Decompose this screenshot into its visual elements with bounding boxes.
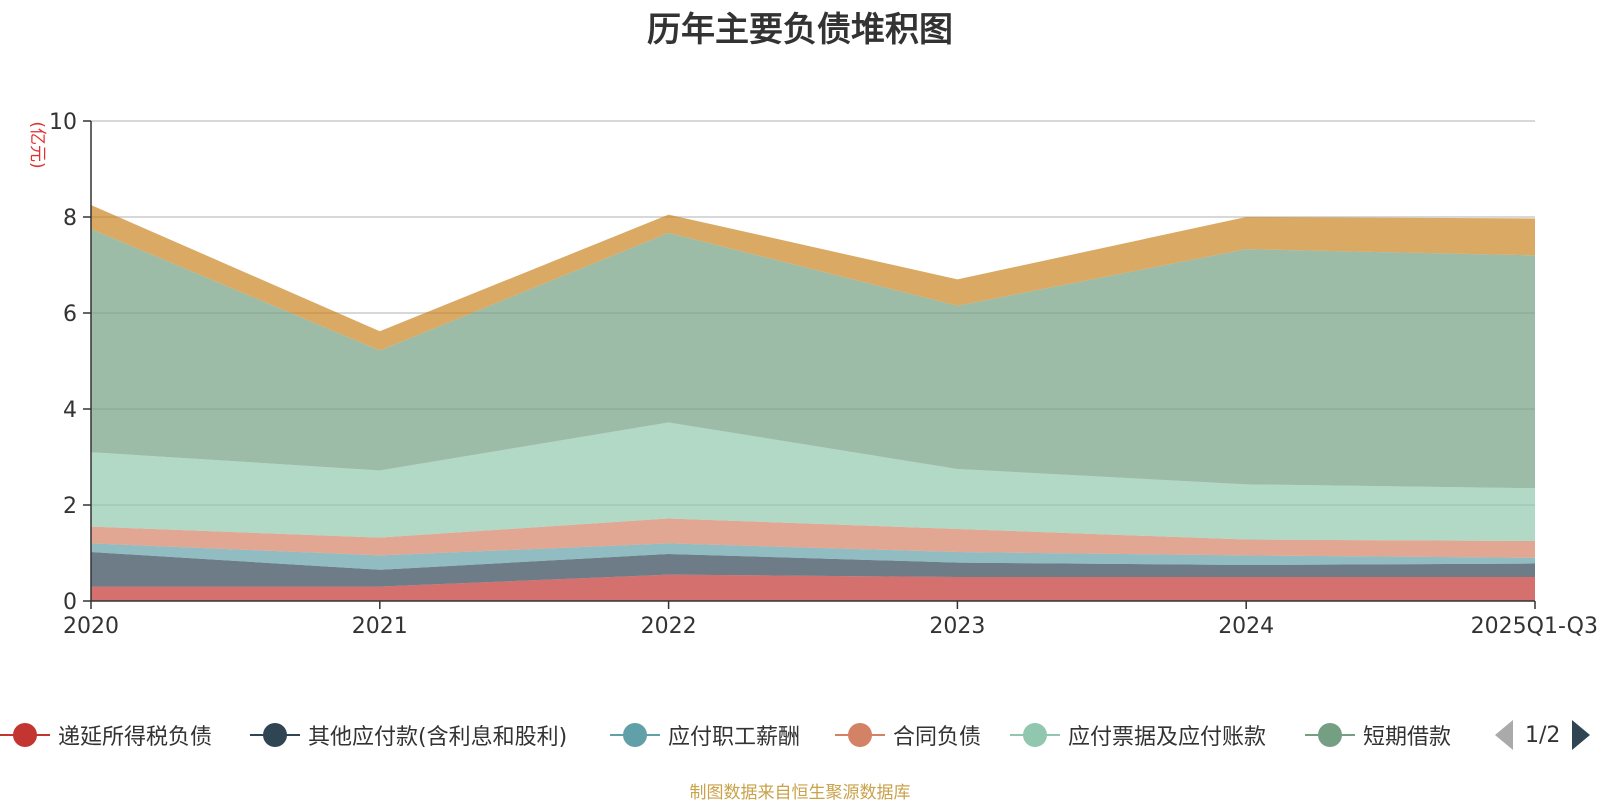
legend: 递延所得税负债 其他应付款(含利息和股利) 应付职工薪酬 合同负债 应付票据及应…	[0, 705, 1600, 765]
y-tick-label: 4	[63, 398, 77, 423]
legend-next-page-icon[interactable]	[1572, 720, 1591, 750]
legend-label: 合同负债	[893, 725, 982, 750]
chart-area: 0 2 4 6 8 10 2020 2021 2022 2023 2024 2025Q1-Q3 (亿元…	[27, 110, 1598, 639]
x-tick-label: 2022	[641, 614, 697, 639]
legend-label: 其他应付款(含利息和股利)	[308, 725, 568, 750]
area-series-2[interactable]	[91, 543, 1535, 570]
legend-dot-icon	[1318, 723, 1342, 747]
x-tick-label: 2024	[1218, 614, 1274, 639]
legend-dot-icon	[623, 723, 647, 747]
legend-marker	[250, 720, 300, 750]
legend-item-other-payables[interactable]: 其他应付款(含利息和股利)	[250, 705, 567, 765]
area-series-1[interactable]	[91, 552, 1535, 587]
y-tick-label: 0	[63, 590, 77, 615]
legend-dot-icon	[13, 723, 37, 747]
chart-title: 历年主要负债堆积图	[647, 10, 953, 50]
area-series-4[interactable]	[91, 422, 1535, 541]
y-tick-label: 6	[63, 302, 77, 327]
legend-marker	[1305, 720, 1355, 750]
legend-dot-icon	[263, 723, 287, 747]
legend-page-indicator: 1/2	[1525, 722, 1561, 748]
area-series-0[interactable]	[91, 574, 1535, 601]
legend-item-notes-accounts-payable[interactable]: 应付票据及应付账款	[1010, 705, 1266, 765]
legend-pager: 1/2	[1495, 705, 1591, 765]
y-tick-label: 2	[63, 494, 77, 519]
legend-label: 短期借款	[1363, 725, 1452, 750]
y-tick-label: 8	[63, 206, 77, 231]
legend-item-short-term-loans[interactable]: 短期借款	[1305, 705, 1451, 765]
legend-marker	[1010, 720, 1060, 750]
legend-label: 应付职工薪酬	[668, 725, 801, 750]
x-tick-label: 2025Q1-Q3	[1471, 614, 1598, 639]
y-tick-label: 10	[49, 110, 77, 135]
area-series-3[interactable]	[91, 518, 1535, 558]
y-axis-unit-label: (亿元)	[27, 121, 47, 168]
legend-label: 递延所得税负债	[58, 725, 213, 750]
area-series-5[interactable]	[91, 229, 1535, 489]
legend-marker	[610, 720, 660, 750]
legend-item-deferred-tax[interactable]: 递延所得税负债	[0, 705, 212, 765]
source-note: 制图数据来自恒生聚源数据库	[689, 783, 911, 803]
legend-prev-page-icon[interactable]	[1495, 720, 1513, 750]
x-tick-label: 2021	[352, 614, 408, 639]
legend-marker	[0, 720, 50, 750]
x-tick-label: 2023	[929, 614, 985, 639]
legend-marker	[835, 720, 885, 750]
legend-item-employee-pay[interactable]: 应付职工薪酬	[610, 705, 800, 765]
area-series-6[interactable]	[91, 205, 1535, 351]
legend-label: 应付票据及应付账款	[1068, 725, 1267, 750]
legend-dot-icon	[1023, 723, 1047, 747]
legend-item-contract-liabilities[interactable]: 合同负债	[835, 705, 981, 765]
legend-dot-icon	[848, 723, 872, 747]
x-tick-label: 2020	[63, 614, 119, 639]
